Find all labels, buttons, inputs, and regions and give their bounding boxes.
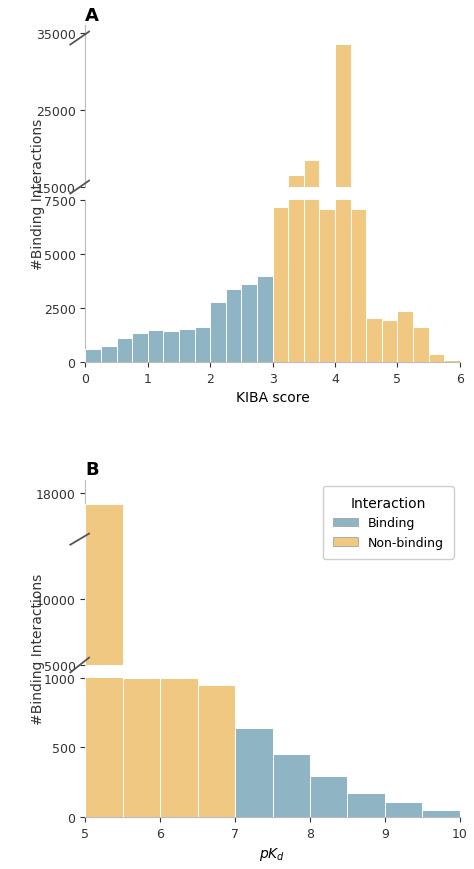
Bar: [164, 292, 179, 303]
Bar: [235, 728, 273, 817]
Bar: [413, 291, 428, 303]
Bar: [422, 810, 460, 817]
Bar: [241, 285, 257, 362]
Bar: [397, 312, 413, 362]
Bar: [444, 361, 460, 362]
Bar: [179, 329, 194, 362]
Text: A: A: [85, 7, 99, 24]
Bar: [164, 331, 179, 362]
Bar: [382, 289, 397, 303]
Bar: [85, 299, 101, 303]
Bar: [257, 276, 273, 362]
Bar: [366, 288, 382, 303]
Bar: [428, 355, 444, 362]
Bar: [366, 318, 382, 362]
Bar: [288, 176, 304, 303]
Bar: [304, 161, 319, 303]
Bar: [123, 718, 160, 732]
Bar: [226, 289, 241, 362]
Bar: [382, 321, 397, 362]
X-axis label: $pK_d$: $pK_d$: [259, 846, 286, 862]
Bar: [198, 719, 235, 732]
Bar: [319, 209, 335, 362]
Bar: [123, 678, 160, 817]
Bar: [257, 273, 273, 303]
Bar: [160, 678, 198, 817]
Bar: [101, 347, 117, 362]
Bar: [335, 0, 351, 362]
Bar: [273, 726, 310, 732]
Bar: [335, 45, 351, 303]
Bar: [273, 754, 310, 817]
Bar: [160, 718, 198, 732]
Bar: [310, 727, 347, 732]
Bar: [310, 776, 347, 817]
Bar: [85, 504, 123, 732]
Bar: [179, 291, 194, 303]
Bar: [132, 293, 148, 303]
Bar: [397, 285, 413, 303]
Bar: [288, 7, 304, 362]
Text: B: B: [85, 461, 99, 479]
Bar: [85, 0, 123, 817]
Bar: [132, 334, 148, 362]
Bar: [351, 209, 366, 362]
Bar: [226, 277, 241, 303]
Bar: [413, 328, 428, 362]
Bar: [347, 729, 385, 732]
Text: #Binding Interactions: #Binding Interactions: [31, 119, 45, 270]
Text: #Binding Interactions: #Binding Interactions: [31, 573, 45, 724]
Bar: [385, 730, 422, 732]
Bar: [428, 301, 444, 303]
Bar: [194, 291, 210, 303]
Bar: [347, 793, 385, 817]
Bar: [351, 249, 366, 303]
Bar: [101, 297, 117, 303]
Bar: [210, 282, 226, 303]
Bar: [85, 350, 101, 362]
Bar: [319, 249, 335, 303]
X-axis label: KIBA score: KIBA score: [236, 391, 310, 405]
Bar: [148, 330, 164, 362]
Bar: [241, 275, 257, 303]
Bar: [210, 302, 226, 362]
Legend: Binding, Non-binding: Binding, Non-binding: [322, 487, 454, 559]
Bar: [194, 328, 210, 362]
Bar: [273, 248, 288, 303]
Bar: [385, 802, 422, 817]
Bar: [273, 208, 288, 362]
Bar: [148, 292, 164, 303]
Bar: [117, 295, 132, 303]
Bar: [117, 339, 132, 362]
Bar: [235, 723, 273, 732]
Bar: [304, 0, 319, 362]
Bar: [198, 685, 235, 817]
